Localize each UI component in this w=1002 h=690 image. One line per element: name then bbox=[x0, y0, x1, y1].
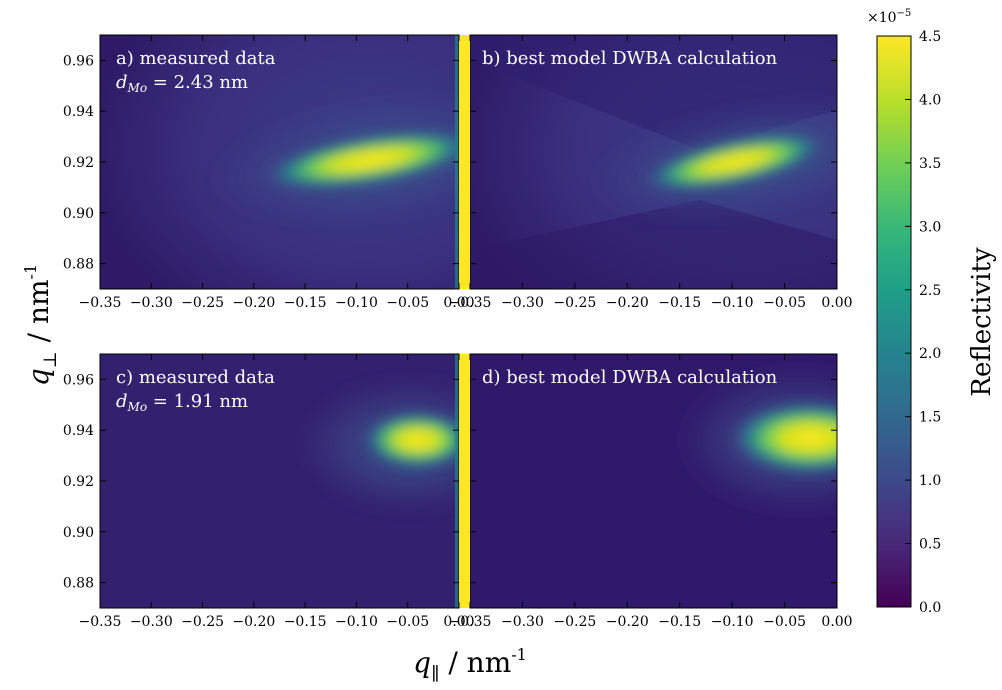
x-tick-label: −0.05 bbox=[386, 614, 429, 630]
colorbar-tick-label: 2.5 bbox=[919, 283, 941, 299]
y-tick-label: 0.88 bbox=[63, 576, 94, 592]
x-tick-label: −0.10 bbox=[335, 295, 378, 311]
x-tick-label: −0.25 bbox=[553, 295, 596, 311]
x-tick-label: 0.00 bbox=[443, 614, 474, 630]
x-tick-label: −0.35 bbox=[79, 614, 122, 630]
panel-c-annotation-sub: dMo = 1.91 nm bbox=[116, 391, 248, 414]
colorbar-tick-label: 4.5 bbox=[919, 29, 941, 45]
x-axis-label: q∥ / nm-1 bbox=[413, 645, 527, 685]
x-tick-label: −0.35 bbox=[449, 295, 492, 311]
y-tick-label: 0.90 bbox=[63, 206, 94, 222]
y-tick-label: 0.96 bbox=[63, 372, 94, 388]
colorbar-tick-label: 3.5 bbox=[919, 156, 941, 172]
x-tick-label: −0.25 bbox=[553, 614, 596, 630]
x-tick-label: −0.10 bbox=[711, 614, 754, 630]
x-tick-label: −0.30 bbox=[130, 614, 173, 630]
x-tick-label: 0.00 bbox=[821, 614, 852, 630]
colorbar-tick-label: 1.0 bbox=[919, 473, 941, 489]
colorbar-tick-label: 4.0 bbox=[919, 92, 941, 108]
y-tick-label: 0.96 bbox=[63, 53, 94, 69]
x-tick-label: −0.10 bbox=[711, 295, 754, 311]
svg-text:q⊥ / nm-1: q⊥ / nm-1 bbox=[21, 264, 61, 386]
specular-line-top bbox=[459, 35, 470, 289]
y-tick-label: 0.88 bbox=[63, 257, 94, 273]
specular-line-bottom bbox=[459, 354, 470, 608]
x-tick-label: −0.15 bbox=[284, 614, 327, 630]
colorbar-label: Reflectivity bbox=[967, 247, 997, 396]
colorbar-multiplier: ×10−5 bbox=[867, 8, 911, 26]
x-tick-label: −0.20 bbox=[232, 614, 275, 630]
x-tick-label: −0.20 bbox=[606, 614, 649, 630]
colorbar-tick-label: 0.0 bbox=[919, 600, 941, 616]
y-tick-label: 0.92 bbox=[63, 155, 94, 171]
x-tick-label: −0.30 bbox=[501, 295, 544, 311]
panel-b: b) best model DWBA calculation bbox=[469, 34, 838, 290]
colorbar: ×10−5 4.5 4.0 3.5 3.0 2.5 2.0 1.5 1.0 0.5 0.0 Ref… bbox=[867, 8, 997, 616]
panel-a-annotation: a) measured data bbox=[116, 48, 276, 69]
x-tick-label: 0.00 bbox=[821, 295, 852, 311]
x-tick-label: −0.05 bbox=[763, 614, 806, 630]
colorbar-tick-label: 1.5 bbox=[919, 410, 941, 426]
x-tick-label: −0.20 bbox=[232, 295, 275, 311]
y-tick-label: 0.92 bbox=[63, 474, 94, 490]
panel-a-annotation-sub: dMo = 2.43 nm bbox=[116, 72, 248, 95]
axis-ticks: −0.35 −0.30 −0.25 −0.20 −0.15 −0.10 −0.05 0.00 0… bbox=[63, 35, 853, 630]
colorbar-tick-label: 0.5 bbox=[919, 537, 941, 553]
panel-b-peak bbox=[641, 132, 829, 192]
y-tick-label: 0.94 bbox=[63, 104, 94, 120]
x-tick-label: −0.25 bbox=[181, 295, 224, 311]
panel-d-peak bbox=[730, 402, 837, 474]
x-tick-label: −0.15 bbox=[658, 614, 701, 630]
panel-a-peak bbox=[261, 130, 459, 190]
x-tick-label: −0.15 bbox=[658, 295, 701, 311]
panel-c-peak bbox=[363, 412, 459, 468]
x-tick-label: −0.35 bbox=[79, 295, 122, 311]
y-tick-label: 0.90 bbox=[63, 525, 94, 541]
x-tick-label: −0.15 bbox=[284, 295, 327, 311]
panel-c: c) measured data dMo = 1.91 nm bbox=[99, 353, 460, 609]
y-axis-label: q⊥ / nm-1 bbox=[21, 264, 61, 386]
panel-c-annotation: c) measured data bbox=[116, 367, 275, 388]
colorbar-tick-label: 2.0 bbox=[919, 346, 941, 362]
y-tick-label: 0.94 bbox=[63, 423, 94, 439]
x-tick-label: −0.35 bbox=[449, 614, 492, 630]
panel-b-wedge-lower bbox=[470, 200, 837, 289]
x-tick-label: −0.05 bbox=[763, 295, 806, 311]
x-tick-label: −0.20 bbox=[606, 295, 649, 311]
panel-d: d) best model DWBA calculation bbox=[469, 353, 838, 609]
x-tick-label: −0.25 bbox=[181, 614, 224, 630]
colorbar-gradient bbox=[876, 35, 912, 608]
x-tick-label: −0.10 bbox=[335, 614, 378, 630]
x-tick-label: −0.30 bbox=[130, 295, 173, 311]
x-tick-label: 0.00 bbox=[443, 295, 474, 311]
colorbar-tick-label: 3.0 bbox=[919, 219, 941, 235]
panel-b-annotation: b) best model DWBA calculation bbox=[482, 48, 778, 69]
panel-d-annotation: d) best model DWBA calculation bbox=[482, 367, 778, 388]
x-tick-label: −0.30 bbox=[501, 614, 544, 630]
x-tick-label: −0.05 bbox=[386, 295, 429, 311]
